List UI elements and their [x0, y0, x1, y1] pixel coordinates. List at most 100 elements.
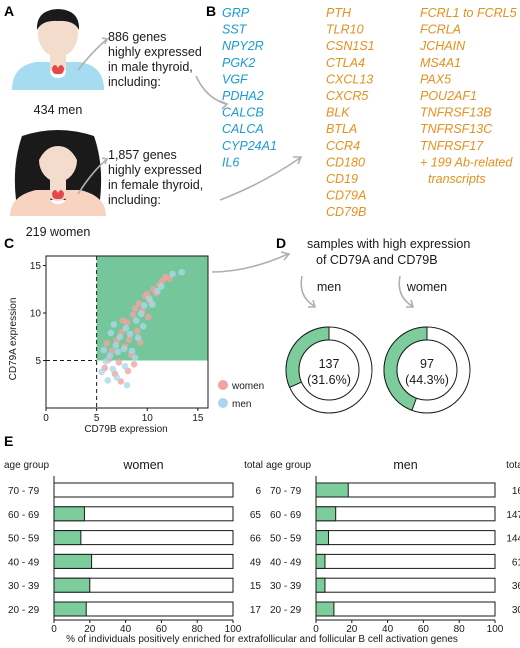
legend-men-swatch	[218, 398, 228, 408]
age-group-label: 30 - 39	[8, 581, 40, 592]
men-donut-arrowhead	[308, 299, 317, 308]
legend-women-label: women	[231, 381, 264, 392]
women-callout: 1,857 genes highly expressed in female t…	[108, 148, 203, 207]
age-group-label: 70 - 79	[8, 486, 40, 497]
women-callout-arrow	[77, 159, 107, 195]
female-gene: CD19	[326, 172, 358, 186]
scatter-point-men	[154, 287, 161, 295]
bar-x-tick-label: 100	[487, 624, 504, 635]
scatter-point-men	[116, 333, 124, 341]
bar-x-tick-label: 80	[192, 624, 204, 635]
male-genes-arrowhead	[219, 100, 229, 110]
panel-c-letter: C	[4, 235, 14, 251]
women-age-bar-chart: age group women total 70 - 79 6 60 - 69 65 50 -…	[4, 458, 263, 635]
scatter-points	[98, 268, 185, 389]
total-value: 147	[506, 510, 520, 521]
scatter-point-men	[131, 354, 139, 361]
scatter-point-men	[100, 346, 108, 354]
scatter-point-men	[123, 381, 131, 389]
scatter-x-ticks: 0 5 10 15	[43, 408, 204, 424]
scatter-point-women	[124, 367, 132, 375]
panel-e-letter: E	[4, 433, 13, 449]
men-callout-arrowhead	[101, 37, 109, 45]
men-donut-arrow	[300, 275, 315, 307]
total-value: 17	[250, 605, 262, 616]
x-tick-label: 0	[43, 413, 49, 424]
scatter-point-women	[133, 327, 141, 335]
age-group-label: 40 - 49	[8, 557, 40, 568]
male-gene-list: GRP SST NPY2R PGK2 VGF PDHA2 CALCB CALCA CYP24A1…	[222, 6, 277, 169]
y-tick-label: 15	[30, 261, 42, 272]
bar-fill	[53, 601, 87, 617]
panel-d-letter: D	[276, 235, 286, 251]
female-gene: TLR10	[326, 23, 364, 37]
total-header: total	[506, 460, 520, 471]
female-gene: BLK	[326, 106, 350, 120]
bar-fill	[315, 506, 337, 522]
male-gene: CALCA	[222, 122, 264, 136]
bar-chart-x-label: % of individuals positively enriched for…	[66, 634, 458, 645]
female-gene-list-1: PTH TLR10 CSN1S1 CTLA4 CXCL13 CXCR5 BLK BTLA CCR…	[326, 6, 375, 219]
bar-fill	[53, 530, 82, 546]
donut-percent-women: (44.3%)	[405, 373, 449, 387]
female-genes-arrow	[219, 157, 301, 201]
scatter-point-women	[131, 304, 139, 312]
female-gene: TNFRSF13C	[420, 122, 493, 136]
female-gene: + 199 Ab-related	[420, 155, 513, 169]
woman-icon	[10, 130, 106, 216]
male-gene: CALCB	[222, 106, 264, 120]
female-gene: TNFRSF17	[420, 139, 484, 153]
men-callout-arrow	[77, 39, 107, 71]
scatter-point-men	[114, 348, 122, 356]
bar-track	[315, 577, 496, 593]
women-callout-line: 1,857 genes	[108, 148, 177, 162]
donut-label-men: men	[317, 280, 341, 294]
scatter-y-label: CD79A expression	[8, 298, 19, 381]
total-value: 36	[512, 581, 520, 592]
scatter-point-men	[106, 352, 114, 360]
scatter-point-men	[107, 329, 115, 337]
bar-fill	[315, 482, 349, 498]
bar-x-tick-label: 20	[84, 624, 96, 635]
age-group-label: 60 - 69	[8, 510, 40, 521]
female-gene: TNFRSF13B	[420, 106, 492, 120]
men-callout-line: including:	[108, 75, 161, 89]
female-gene: CCR4	[326, 139, 360, 153]
male-gene: PGK2	[222, 56, 255, 70]
bar-track	[315, 553, 496, 569]
scatter-point-men	[137, 310, 145, 318]
female-gene: PAX5	[420, 72, 451, 86]
scatter-y-ticks: 5 10 15	[30, 261, 46, 367]
scatter-to-donut-arrow	[211, 253, 289, 273]
bar-chart-title: women	[122, 458, 163, 472]
age-group-label: 50 - 59	[8, 534, 40, 545]
y-tick-label: 10	[30, 309, 42, 320]
female-gene: CD180	[326, 155, 365, 169]
scatter-point-women	[103, 340, 111, 347]
scatter-point-men	[121, 362, 129, 370]
scatter-point-men	[134, 334, 142, 342]
age-group-header: age group	[266, 460, 311, 471]
female-gene: transcripts	[428, 172, 486, 186]
bar-x-tick-label: 20	[346, 624, 358, 635]
man-icon	[12, 9, 104, 90]
scatter-point-women	[129, 311, 137, 319]
bar-fill	[53, 577, 91, 593]
total-value: 65	[250, 510, 262, 521]
scatter-point-men	[145, 295, 153, 303]
scatter-point-men	[140, 302, 148, 309]
x-tick-label: 15	[192, 413, 204, 424]
bar-x-tick-label: 40	[382, 624, 394, 635]
x-tick-label: 5	[94, 413, 100, 424]
bar-chart-title: men	[393, 458, 417, 472]
scatter-point-men	[178, 268, 185, 276]
age-group-label: 30 - 39	[270, 581, 302, 592]
panel-b-letter: B	[206, 3, 216, 19]
total-value: 30	[512, 605, 520, 616]
total-header: total	[244, 460, 263, 471]
total-value: 49	[250, 557, 262, 568]
scatter-point-men	[122, 324, 130, 332]
bar-track	[53, 482, 234, 498]
x-tick-label: 10	[142, 413, 154, 424]
total-value: 66	[250, 534, 262, 545]
